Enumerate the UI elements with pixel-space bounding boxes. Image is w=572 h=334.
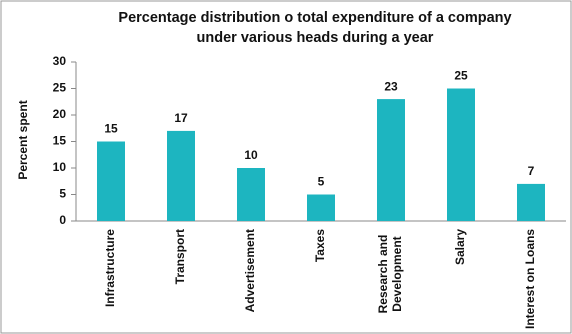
x-tick-label: Taxes xyxy=(313,229,327,262)
x-tick-label: Infrastructure xyxy=(103,229,117,307)
data-label: 5 xyxy=(318,175,325,189)
data-label: 17 xyxy=(174,111,188,125)
y-tick-label: 25 xyxy=(53,81,67,95)
x-tick-label: Transport xyxy=(173,229,187,284)
bar xyxy=(377,99,405,221)
bar xyxy=(447,88,475,221)
x-tick-label: Research andDevelopment xyxy=(376,235,404,314)
y-tick-label: 15 xyxy=(53,134,67,148)
data-label: 23 xyxy=(384,79,398,93)
chart-title: Percentage distribution o total expendit… xyxy=(118,10,511,26)
bar xyxy=(97,141,125,221)
data-label: 15 xyxy=(104,122,118,136)
data-label: 25 xyxy=(454,69,468,83)
bar xyxy=(307,194,335,221)
data-label: 7 xyxy=(528,164,535,178)
data-label: 10 xyxy=(244,148,258,162)
x-tick-label: Advertisement xyxy=(243,229,257,312)
x-tick-label: Interest on Loans xyxy=(523,229,537,329)
bar xyxy=(517,183,545,221)
x-tick-label: Salary xyxy=(453,229,467,265)
y-tick-label: 0 xyxy=(59,213,66,227)
y-tick-label: 10 xyxy=(53,160,67,174)
bar xyxy=(167,130,195,221)
chart-title: under various heads during a year xyxy=(197,30,434,46)
y-axis-label: Percent spent xyxy=(16,100,30,179)
bar xyxy=(237,168,265,221)
y-tick-label: 5 xyxy=(59,187,66,201)
y-tick-label: 20 xyxy=(53,107,67,121)
y-tick-label: 30 xyxy=(53,54,67,68)
